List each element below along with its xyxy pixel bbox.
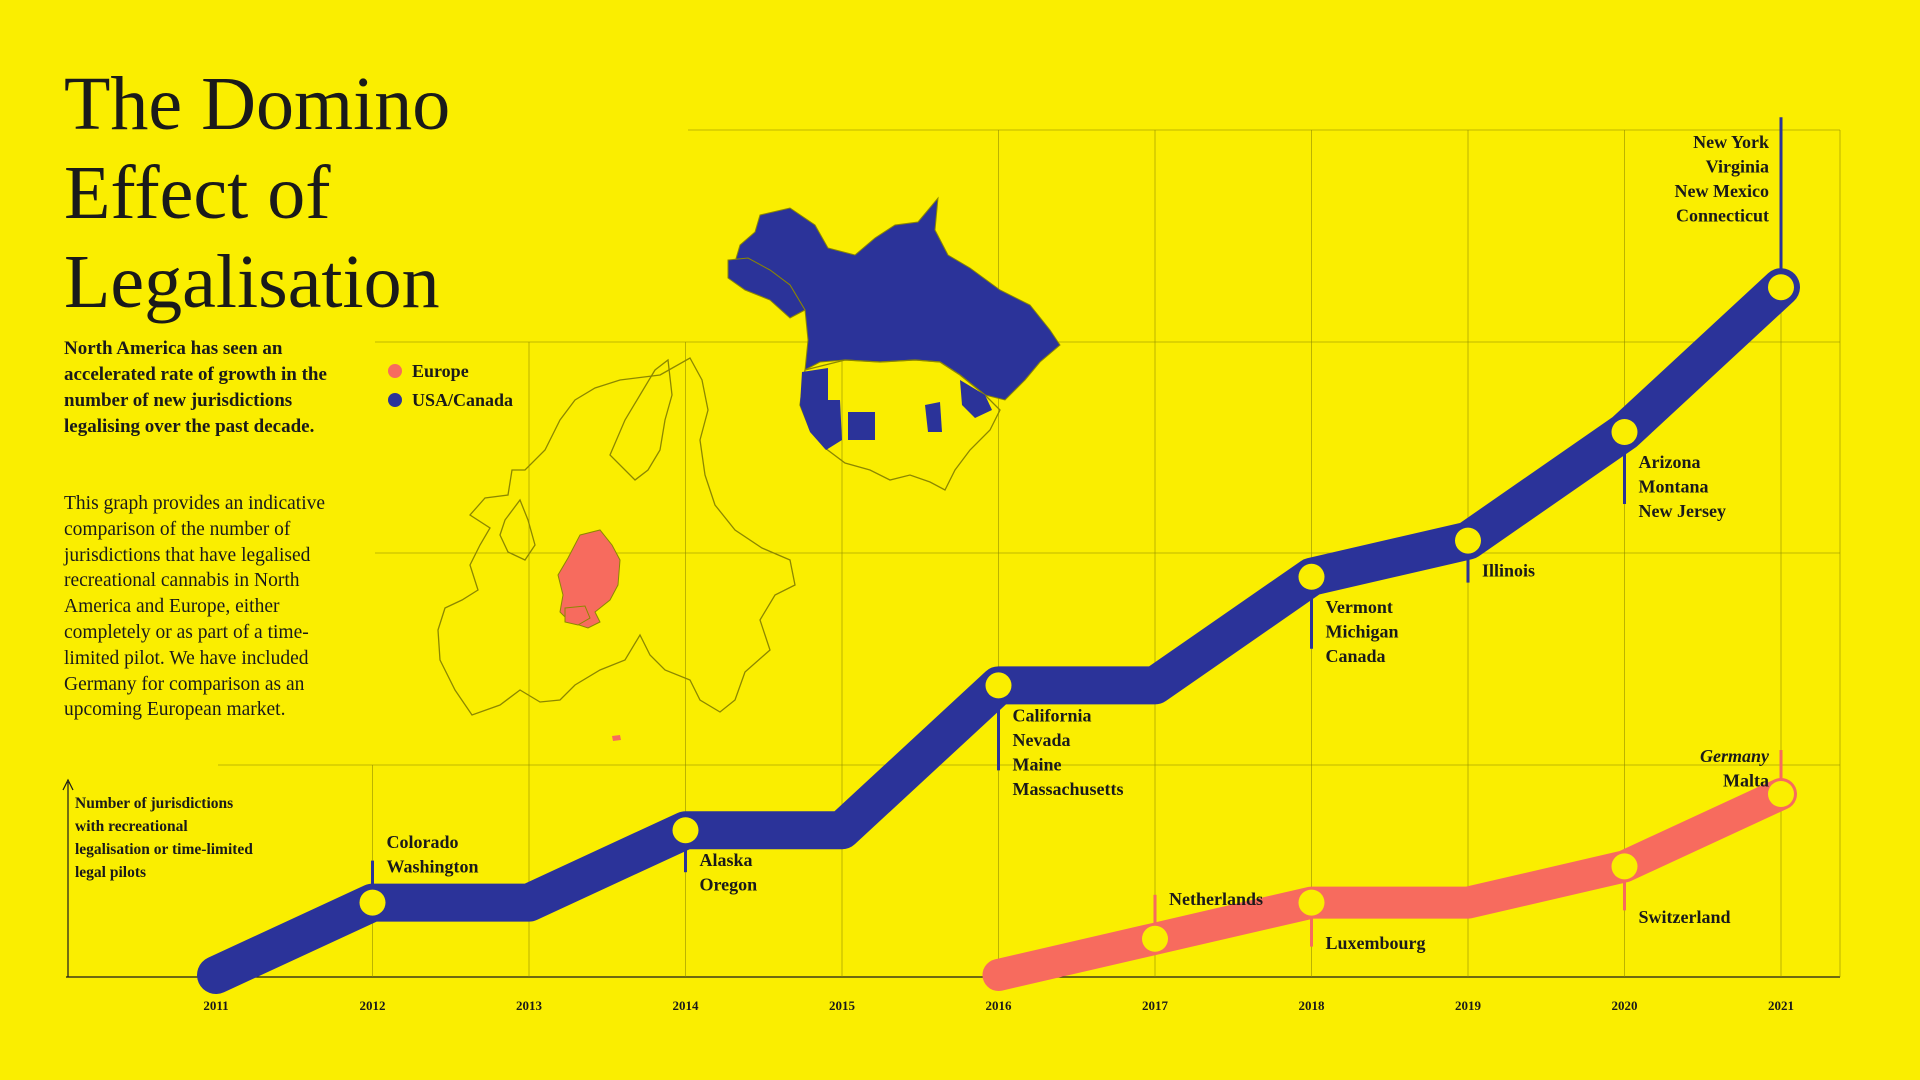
event-label: New Mexico [1675, 181, 1769, 201]
event-label: California [1013, 705, 1092, 725]
event-label: Maine [1013, 754, 1062, 774]
event-label: Colorado [387, 832, 459, 852]
event-label: Canada [1326, 646, 1386, 666]
switzerland-shape [564, 605, 591, 626]
usa-east-states [960, 380, 992, 418]
data-point [1768, 274, 1794, 301]
x-tick-label: 2020 [1612, 998, 1638, 1013]
data-point [1611, 853, 1638, 880]
x-tick-label: 2016 [986, 998, 1013, 1013]
title-line: Effect of [64, 151, 331, 235]
data-point [985, 672, 1012, 699]
event-label: Michigan [1326, 621, 1399, 641]
event-label: Germany [1700, 746, 1770, 766]
usa-outline [799, 359, 1001, 491]
y-axis-label: Number of jurisdictions with recreationa… [75, 795, 253, 881]
x-tick-label: 2018 [1299, 998, 1326, 1013]
event-label: Massachusetts [1013, 779, 1124, 799]
x-tick-label: 2011 [203, 998, 228, 1013]
annotation-layer: Colorado Washington Alaska Oregon California… [359, 117, 1794, 953]
x-axis: 2011 2012 2013 2014 2015 2016 2017 2018 2019 2020… [203, 998, 1794, 1013]
legend-label: USA/Canada [412, 390, 513, 410]
x-tick-label: 2013 [516, 998, 543, 1013]
data-point [1768, 781, 1794, 807]
data-point [1298, 889, 1325, 916]
event-label: Illinois [1482, 561, 1535, 581]
germany-shape [557, 529, 621, 629]
event-label: New York [1693, 132, 1769, 152]
x-tick-label: 2014 [673, 998, 700, 1013]
x-tick-label: 2015 [829, 998, 856, 1013]
europe-outline [437, 357, 796, 716]
legend-swatch [388, 393, 402, 407]
y-axis-arrow-icon [62, 778, 74, 791]
description-text: This graph provides an indicative compar… [64, 493, 326, 721]
grid [62, 129, 1841, 978]
legend-label: Europe [412, 361, 469, 381]
x-tick-label: 2021 [1768, 998, 1794, 1013]
event-label: Nevada [1013, 730, 1071, 750]
legend-swatch [388, 364, 402, 378]
data-point [672, 817, 699, 844]
event-label: Virginia [1706, 157, 1769, 177]
event-label: Arizona [1639, 452, 1701, 472]
data-point [359, 889, 386, 916]
event-label: Montana [1639, 477, 1709, 497]
data-point [1298, 563, 1325, 590]
event-label: New Jersey [1639, 501, 1726, 521]
event-label: Alaska [700, 850, 753, 870]
intro-text: North America has seen an accelerated ra… [64, 338, 327, 437]
title-line: Legalisation [64, 240, 440, 324]
x-tick-label: 2012 [360, 998, 386, 1013]
event-label: Netherlands [1169, 889, 1263, 909]
event-label: Luxembourg [1326, 933, 1426, 953]
event-label: Switzerland [1639, 907, 1731, 927]
north-america-map [727, 196, 1061, 491]
data-point [1611, 419, 1638, 445]
page-title: The Domino Effect of Legalisation [64, 60, 450, 327]
data-point [1455, 527, 1481, 554]
event-label: Vermont [1326, 597, 1393, 617]
data-point [1142, 925, 1168, 952]
x-tick-label: 2019 [1455, 998, 1482, 1013]
title-line: The Domino [64, 62, 451, 146]
x-tick-label: 2017 [1142, 998, 1169, 1013]
europe-map [437, 357, 796, 741]
usa-west-states [800, 368, 842, 450]
uk-outline [499, 498, 536, 561]
legend: Europe USA/Canada [388, 361, 513, 410]
event-label: Malta [1723, 771, 1769, 791]
event-label: Oregon [700, 875, 758, 895]
malta-shape [612, 735, 621, 741]
usa-southwest-states [848, 412, 875, 440]
event-label: Washington [387, 857, 479, 877]
usa-midwest-states [925, 402, 942, 432]
event-label: Connecticut [1676, 206, 1769, 226]
scandinavia-outline [609, 358, 673, 481]
alaska-shape [727, 257, 806, 319]
series-line [982, 778, 1797, 991]
